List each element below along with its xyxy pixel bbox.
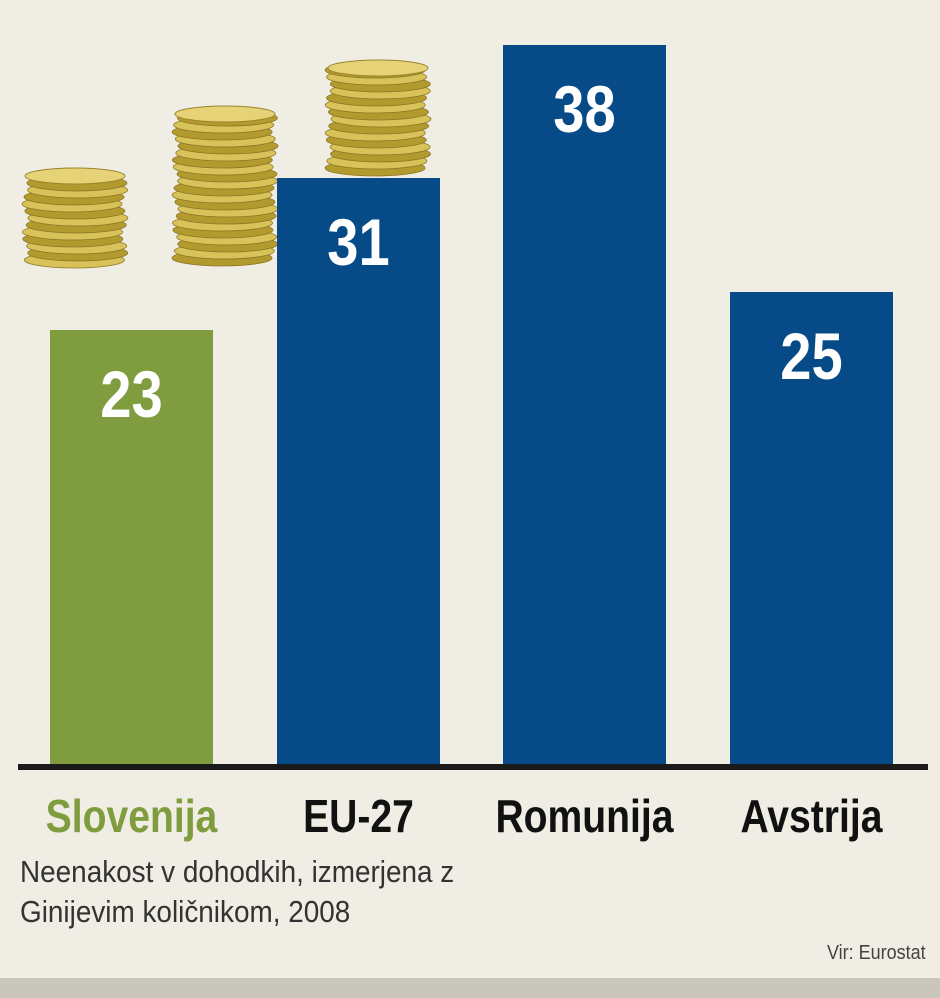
category-labels: Slovenija EU-27 Romunija Avstrija xyxy=(46,791,883,843)
source-note: Vir: Eurostat xyxy=(827,942,926,964)
category-label: Slovenija xyxy=(46,791,218,843)
bar-avstrija xyxy=(730,292,893,767)
bar-slovenija xyxy=(50,330,213,767)
data-label: 23 xyxy=(100,358,162,431)
caption-line-1: Neenakost v dohodkih, izmerjena z xyxy=(20,854,455,889)
baseline-axis xyxy=(18,764,928,770)
coin-stacks xyxy=(21,59,432,269)
bottom-strip xyxy=(0,978,940,998)
coin-stack-icon xyxy=(21,167,129,269)
bar-romunija xyxy=(503,45,666,767)
coin-stack-icon xyxy=(171,105,279,267)
bar-chart: 23 31 38 25 Slovenija EU-27 Romunija Avstrija xyxy=(18,45,928,843)
data-label: 38 xyxy=(553,73,615,146)
coin-stack-icon xyxy=(324,59,432,177)
bar-eu-27 xyxy=(277,178,440,767)
bars: 23 31 38 25 xyxy=(50,45,893,767)
caption-line-2: Ginijevim količnikom, 2008 xyxy=(20,894,351,929)
data-label: 25 xyxy=(780,320,842,393)
category-label: Avstrija xyxy=(741,791,883,843)
chart-caption: Neenakost v dohodkih, izmerjena z Ginije… xyxy=(20,852,454,932)
data-label: 31 xyxy=(327,206,389,279)
category-label: EU-27 xyxy=(303,791,414,843)
category-label: Romunija xyxy=(495,791,673,843)
